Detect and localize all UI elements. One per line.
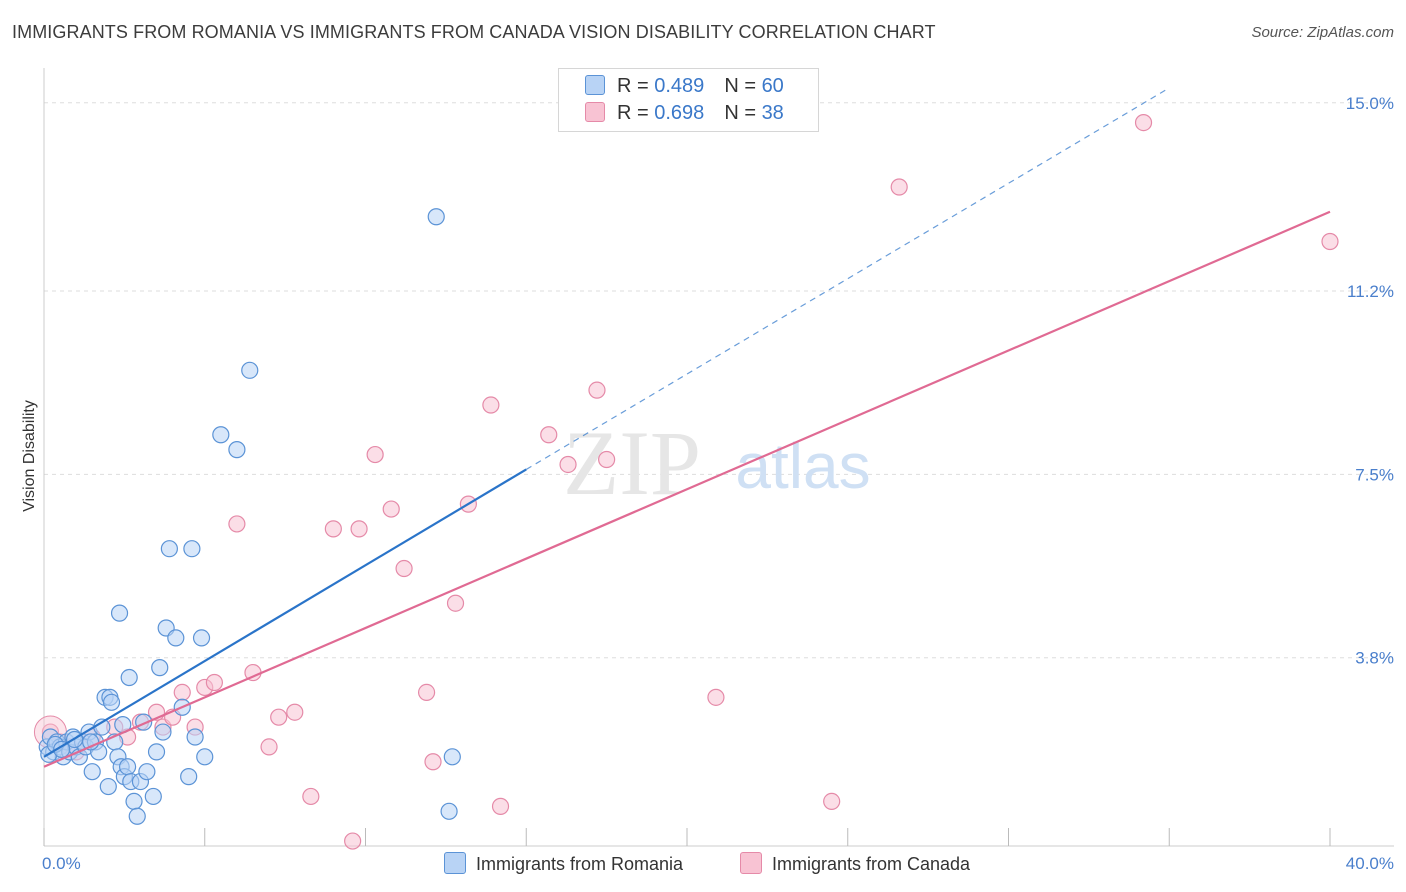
romania-r-label: R = [617, 75, 655, 97]
gridlines [44, 102, 1394, 659]
y-tick-label: 3.8% [1355, 649, 1394, 668]
romania-point [196, 748, 214, 766]
legend-row-canada: R = 0.698 N = 38 [585, 102, 784, 128]
bottom-romania-swatch [444, 852, 466, 874]
canada-point [424, 753, 442, 771]
bottom-legend-romania: Immigrants from Romania [444, 852, 683, 875]
romania-point [138, 763, 156, 781]
canada-swatch [585, 102, 605, 122]
watermark-atlas: atlas [735, 430, 870, 502]
tick-labels: 3.8% 7.5% 11.2% 15.0% 0.0% 40.0% [42, 94, 1394, 873]
romania-point [228, 441, 246, 459]
canada-point [382, 500, 400, 518]
canada-point [350, 520, 368, 538]
romania-points [38, 208, 461, 825]
romania-point [160, 540, 178, 558]
y-tick-label: 11.2% [1347, 282, 1394, 301]
romania-point [427, 208, 445, 226]
watermark: ZIP atlas [563, 412, 871, 514]
canada-point [890, 178, 908, 196]
romania-point [167, 629, 185, 647]
romania-point [147, 743, 166, 761]
romania-point [118, 758, 137, 776]
canada-point [1134, 113, 1153, 132]
romania-point [83, 763, 101, 781]
trend-lines [43, 87, 1331, 768]
canada-point [707, 688, 725, 706]
canada-r-value: 0.698 [654, 102, 705, 124]
romania-trend-line [43, 468, 527, 758]
romania-r-value: 0.489 [654, 75, 705, 97]
canada-point [395, 559, 413, 578]
canada-point [173, 683, 191, 702]
romania-point [241, 361, 259, 379]
romania-point [154, 723, 172, 741]
romania-point [183, 540, 201, 558]
x-tick-label: 40.0% [1346, 854, 1394, 873]
romania-point [120, 668, 138, 687]
canada-point [205, 673, 223, 692]
romania-trend-extension [525, 87, 1170, 470]
canada-r-label: R = [617, 102, 655, 124]
canada-point [286, 703, 304, 721]
bottom-romania-label: Immigrants from Romania [476, 854, 684, 874]
romania-point [151, 659, 169, 677]
romania-n-label: N = [724, 75, 762, 97]
canada-point [446, 594, 465, 612]
canada-point [417, 683, 436, 702]
watermark-zip: ZIP [563, 412, 701, 514]
bottom-legend-canada: Immigrants from Canada [740, 852, 970, 875]
legend-row-romania: R = 0.489 N = 60 [585, 75, 784, 101]
canada-point [366, 445, 384, 464]
canada-point [598, 450, 616, 469]
romania-point [443, 748, 461, 766]
romania-swatch [585, 75, 605, 95]
romania-point [180, 768, 198, 786]
romania-point [186, 728, 204, 746]
y-tick-label: 15.0% [1346, 94, 1394, 113]
romania-point [110, 604, 129, 622]
romania-point [99, 777, 117, 796]
canada-point [344, 832, 362, 850]
y-tick-label: 7.5% [1355, 465, 1394, 484]
canada-point [588, 381, 606, 399]
canada-point [1321, 232, 1339, 251]
romania-point [125, 792, 143, 811]
romania-point [144, 787, 162, 806]
axes [43, 68, 1394, 847]
romania-point [440, 802, 458, 820]
canada-point [324, 520, 342, 538]
canada-point [540, 426, 558, 444]
canada-point [270, 708, 288, 726]
canada-point [302, 787, 320, 806]
romania-point [102, 693, 121, 711]
romania-n-value: 60 [761, 75, 784, 97]
stats-legend: R = 0.489 N = 60 R = 0.698 N = 38 [558, 68, 819, 132]
chart-title: IMMIGRANTS FROM ROMANIA VS IMMIGRANTS FR… [12, 22, 936, 42]
canada-point [228, 515, 246, 533]
romania-point [53, 740, 71, 758]
canada-point [260, 738, 278, 756]
canada-n-value: 38 [761, 102, 784, 124]
romania-point [212, 426, 230, 444]
canada-n-label: N = [724, 102, 762, 124]
canada-point [823, 792, 841, 811]
source-label: Source: ZipAtlas.com [1251, 24, 1394, 41]
canada-point [559, 455, 577, 474]
romania-point [192, 629, 211, 647]
y-axis-label: Vision Disability [21, 400, 38, 512]
romania-point [128, 807, 146, 825]
bottom-canada-swatch [740, 852, 762, 874]
canada-point [491, 797, 510, 815]
canada-point [482, 396, 500, 414]
bottom-canada-label: Immigrants from Canada [772, 854, 971, 874]
x-tick-label: 0.0% [42, 854, 81, 873]
canada-trend-line [43, 210, 1331, 768]
